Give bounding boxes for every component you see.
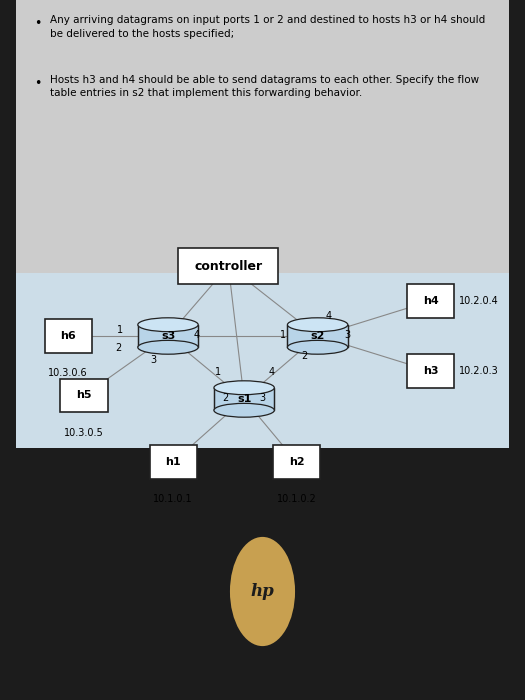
Text: s3: s3 xyxy=(161,331,175,341)
Text: h2: h2 xyxy=(289,457,304,467)
FancyBboxPatch shape xyxy=(273,445,320,479)
Text: 3: 3 xyxy=(344,330,351,340)
FancyBboxPatch shape xyxy=(16,0,509,273)
Text: hp: hp xyxy=(250,583,275,600)
Text: 1: 1 xyxy=(215,368,221,377)
FancyBboxPatch shape xyxy=(178,248,278,284)
Text: 3: 3 xyxy=(151,355,157,365)
FancyBboxPatch shape xyxy=(16,0,509,448)
Text: 10.2.0.3: 10.2.0.3 xyxy=(459,366,499,376)
FancyBboxPatch shape xyxy=(407,284,454,318)
FancyBboxPatch shape xyxy=(407,354,454,388)
FancyBboxPatch shape xyxy=(214,388,275,410)
Text: s1: s1 xyxy=(237,394,251,404)
Text: s2: s2 xyxy=(310,331,325,341)
Text: 10.3.0.5: 10.3.0.5 xyxy=(64,428,104,438)
Ellipse shape xyxy=(138,318,198,332)
Text: h6: h6 xyxy=(60,331,76,341)
Text: h3: h3 xyxy=(423,366,438,376)
Text: h5: h5 xyxy=(76,391,92,400)
Text: controller: controller xyxy=(194,260,262,272)
Ellipse shape xyxy=(230,537,295,646)
Text: 4: 4 xyxy=(194,330,200,340)
Text: •: • xyxy=(34,18,41,31)
Ellipse shape xyxy=(214,381,274,395)
Ellipse shape xyxy=(138,340,198,354)
FancyBboxPatch shape xyxy=(150,445,197,479)
Ellipse shape xyxy=(288,318,348,332)
Text: h4: h4 xyxy=(423,296,438,306)
Text: h1: h1 xyxy=(165,457,181,467)
Text: 2: 2 xyxy=(223,393,229,402)
Ellipse shape xyxy=(288,340,348,354)
Text: 10.1.0.1: 10.1.0.1 xyxy=(153,494,193,504)
FancyBboxPatch shape xyxy=(60,379,108,412)
Text: 1: 1 xyxy=(117,326,123,335)
Text: 4: 4 xyxy=(268,368,275,377)
Text: 3: 3 xyxy=(259,393,266,402)
Text: •: • xyxy=(34,77,41,90)
FancyBboxPatch shape xyxy=(16,94,509,448)
Text: Hosts h3 and h4 should be able to send datagrams to each other. Specify the flow: Hosts h3 and h4 should be able to send d… xyxy=(50,75,479,98)
Text: 10.2.0.4: 10.2.0.4 xyxy=(459,296,499,306)
FancyBboxPatch shape xyxy=(288,325,348,347)
Text: 4: 4 xyxy=(325,312,331,321)
Text: 1: 1 xyxy=(280,330,287,340)
Text: Any arriving datagrams on input ports 1 or 2 and destined to hosts h3 or h4 shou: Any arriving datagrams on input ports 1 … xyxy=(50,15,485,38)
Ellipse shape xyxy=(214,403,274,417)
FancyBboxPatch shape xyxy=(138,325,198,347)
Text: 2: 2 xyxy=(301,351,308,360)
FancyBboxPatch shape xyxy=(45,319,92,353)
Text: 10.3.0.6: 10.3.0.6 xyxy=(48,368,88,378)
Text: 10.1.0.2: 10.1.0.2 xyxy=(277,494,317,504)
Text: 2: 2 xyxy=(115,343,121,353)
